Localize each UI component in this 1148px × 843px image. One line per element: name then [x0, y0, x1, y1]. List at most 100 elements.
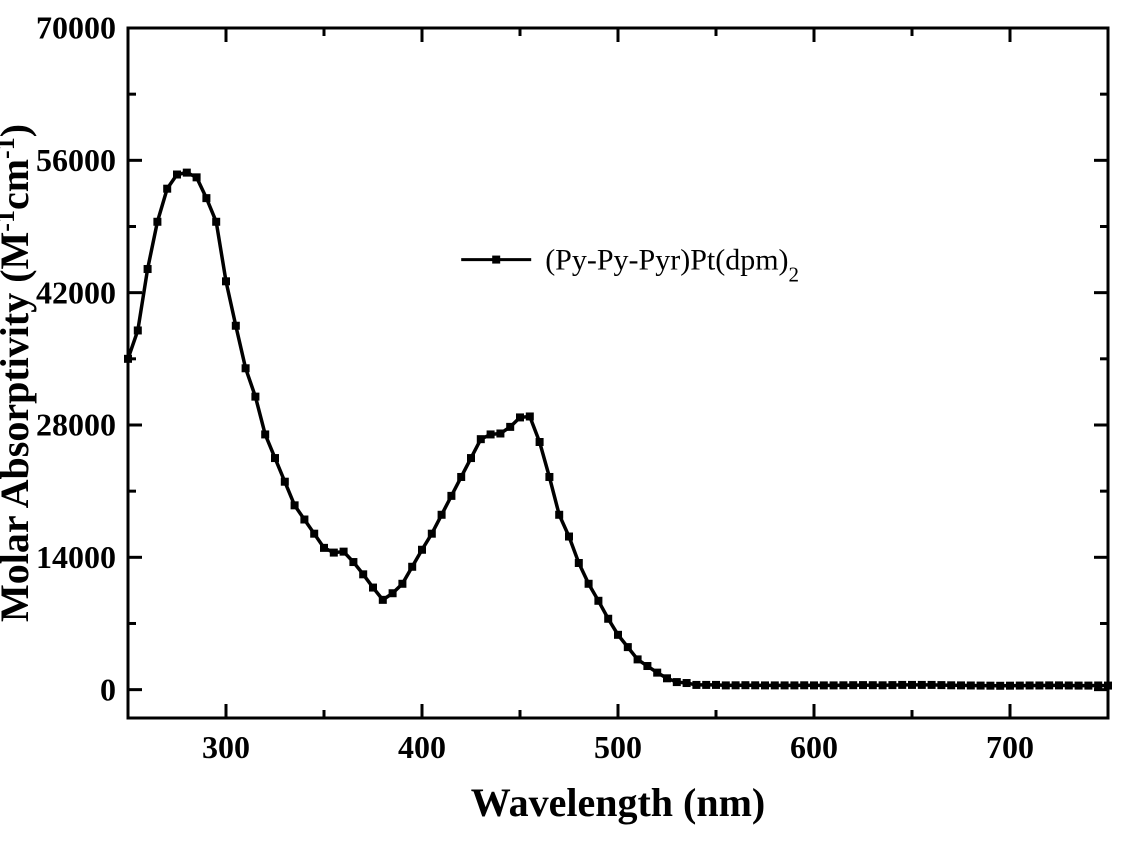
series-marker [673, 678, 681, 686]
series-marker [232, 322, 240, 330]
series-marker [526, 412, 534, 420]
series-marker [1055, 681, 1063, 689]
series-marker [751, 681, 759, 689]
series-marker [545, 473, 553, 481]
series-marker [496, 429, 504, 437]
series-marker [261, 430, 269, 438]
series-marker [663, 674, 671, 682]
series-marker [1104, 682, 1112, 690]
series-marker [1084, 682, 1092, 690]
series-marker [291, 501, 299, 509]
series-marker [820, 681, 828, 689]
series-marker [722, 681, 730, 689]
series-marker [614, 631, 622, 639]
svg-text:28000: 28000 [36, 407, 116, 443]
series-marker [692, 681, 700, 689]
series-marker [124, 355, 132, 363]
series-marker [575, 559, 583, 567]
y-axis-label: Molar Absorptivity (M-1cm-1) [0, 124, 37, 622]
series-marker [594, 597, 602, 605]
svg-text:600: 600 [790, 729, 838, 765]
series-marker [1075, 682, 1083, 690]
series-marker [653, 669, 661, 677]
series-marker [1094, 681, 1102, 689]
series-marker [320, 544, 328, 552]
series-marker [310, 530, 318, 538]
series-marker [340, 548, 348, 556]
series-marker [134, 326, 142, 334]
series-marker [300, 516, 308, 524]
series-marker [1016, 682, 1024, 690]
svg-text:700: 700 [986, 729, 1034, 765]
series-marker [222, 277, 230, 285]
series-marker [242, 364, 250, 372]
series-marker [506, 423, 514, 431]
series-marker [869, 681, 877, 689]
series-marker [1026, 681, 1034, 689]
series-marker [1045, 681, 1053, 689]
series-marker [1035, 681, 1043, 689]
series-marker [447, 492, 455, 500]
series-marker [428, 530, 436, 538]
series-marker [398, 580, 406, 588]
series-marker [153, 218, 161, 226]
series-marker [467, 454, 475, 462]
series-marker [879, 681, 887, 689]
series-marker [761, 681, 769, 689]
svg-text:500: 500 [594, 729, 642, 765]
series-marker [487, 430, 495, 438]
series-marker [957, 681, 965, 689]
series-marker [408, 563, 416, 571]
svg-text:300: 300 [202, 729, 250, 765]
series-marker [379, 596, 387, 604]
series-marker [193, 173, 201, 181]
svg-text:14000: 14000 [36, 539, 116, 575]
series-marker [438, 511, 446, 519]
series-marker [536, 438, 544, 446]
series-marker [918, 681, 926, 689]
series-marker [359, 570, 367, 578]
series-marker [839, 681, 847, 689]
x-axis-label: Wavelength (nm) [471, 780, 765, 825]
legend-marker [492, 256, 500, 264]
chart-svg: 3004005006007000140002800042000560007000… [0, 0, 1148, 843]
series-marker [634, 655, 642, 663]
series-marker [212, 218, 220, 226]
series-marker [585, 580, 593, 588]
series-marker [771, 681, 779, 689]
series-marker [928, 681, 936, 689]
series-marker [389, 589, 397, 597]
series-marker [281, 478, 289, 486]
series-marker [251, 393, 259, 401]
svg-text:0: 0 [100, 671, 116, 707]
series-marker [330, 549, 338, 557]
series-marker [418, 546, 426, 554]
series-marker [898, 681, 906, 689]
series-marker [271, 454, 279, 462]
series-marker [173, 171, 181, 179]
series-marker [457, 473, 465, 481]
series-marker [604, 615, 612, 623]
series-marker [977, 682, 985, 690]
series-marker [741, 681, 749, 689]
series-marker [888, 681, 896, 689]
series-marker [163, 185, 171, 193]
series-marker [1065, 681, 1073, 689]
series-marker [643, 662, 651, 670]
series-marker [732, 681, 740, 689]
series-marker [565, 533, 573, 541]
series-marker [712, 681, 720, 689]
series-marker [800, 681, 808, 689]
chart-container: { "chart": { "type": "line", "width": 11… [0, 0, 1148, 843]
series-marker [937, 681, 945, 689]
series-marker [908, 681, 916, 689]
series-marker [477, 435, 485, 443]
series-marker [790, 681, 798, 689]
svg-text:70000: 70000 [36, 10, 116, 46]
series-marker [202, 194, 210, 202]
svg-text:56000: 56000 [36, 142, 116, 178]
series-marker [1006, 682, 1014, 690]
series-marker [849, 681, 857, 689]
series-marker [624, 643, 632, 651]
series-marker [555, 511, 563, 519]
